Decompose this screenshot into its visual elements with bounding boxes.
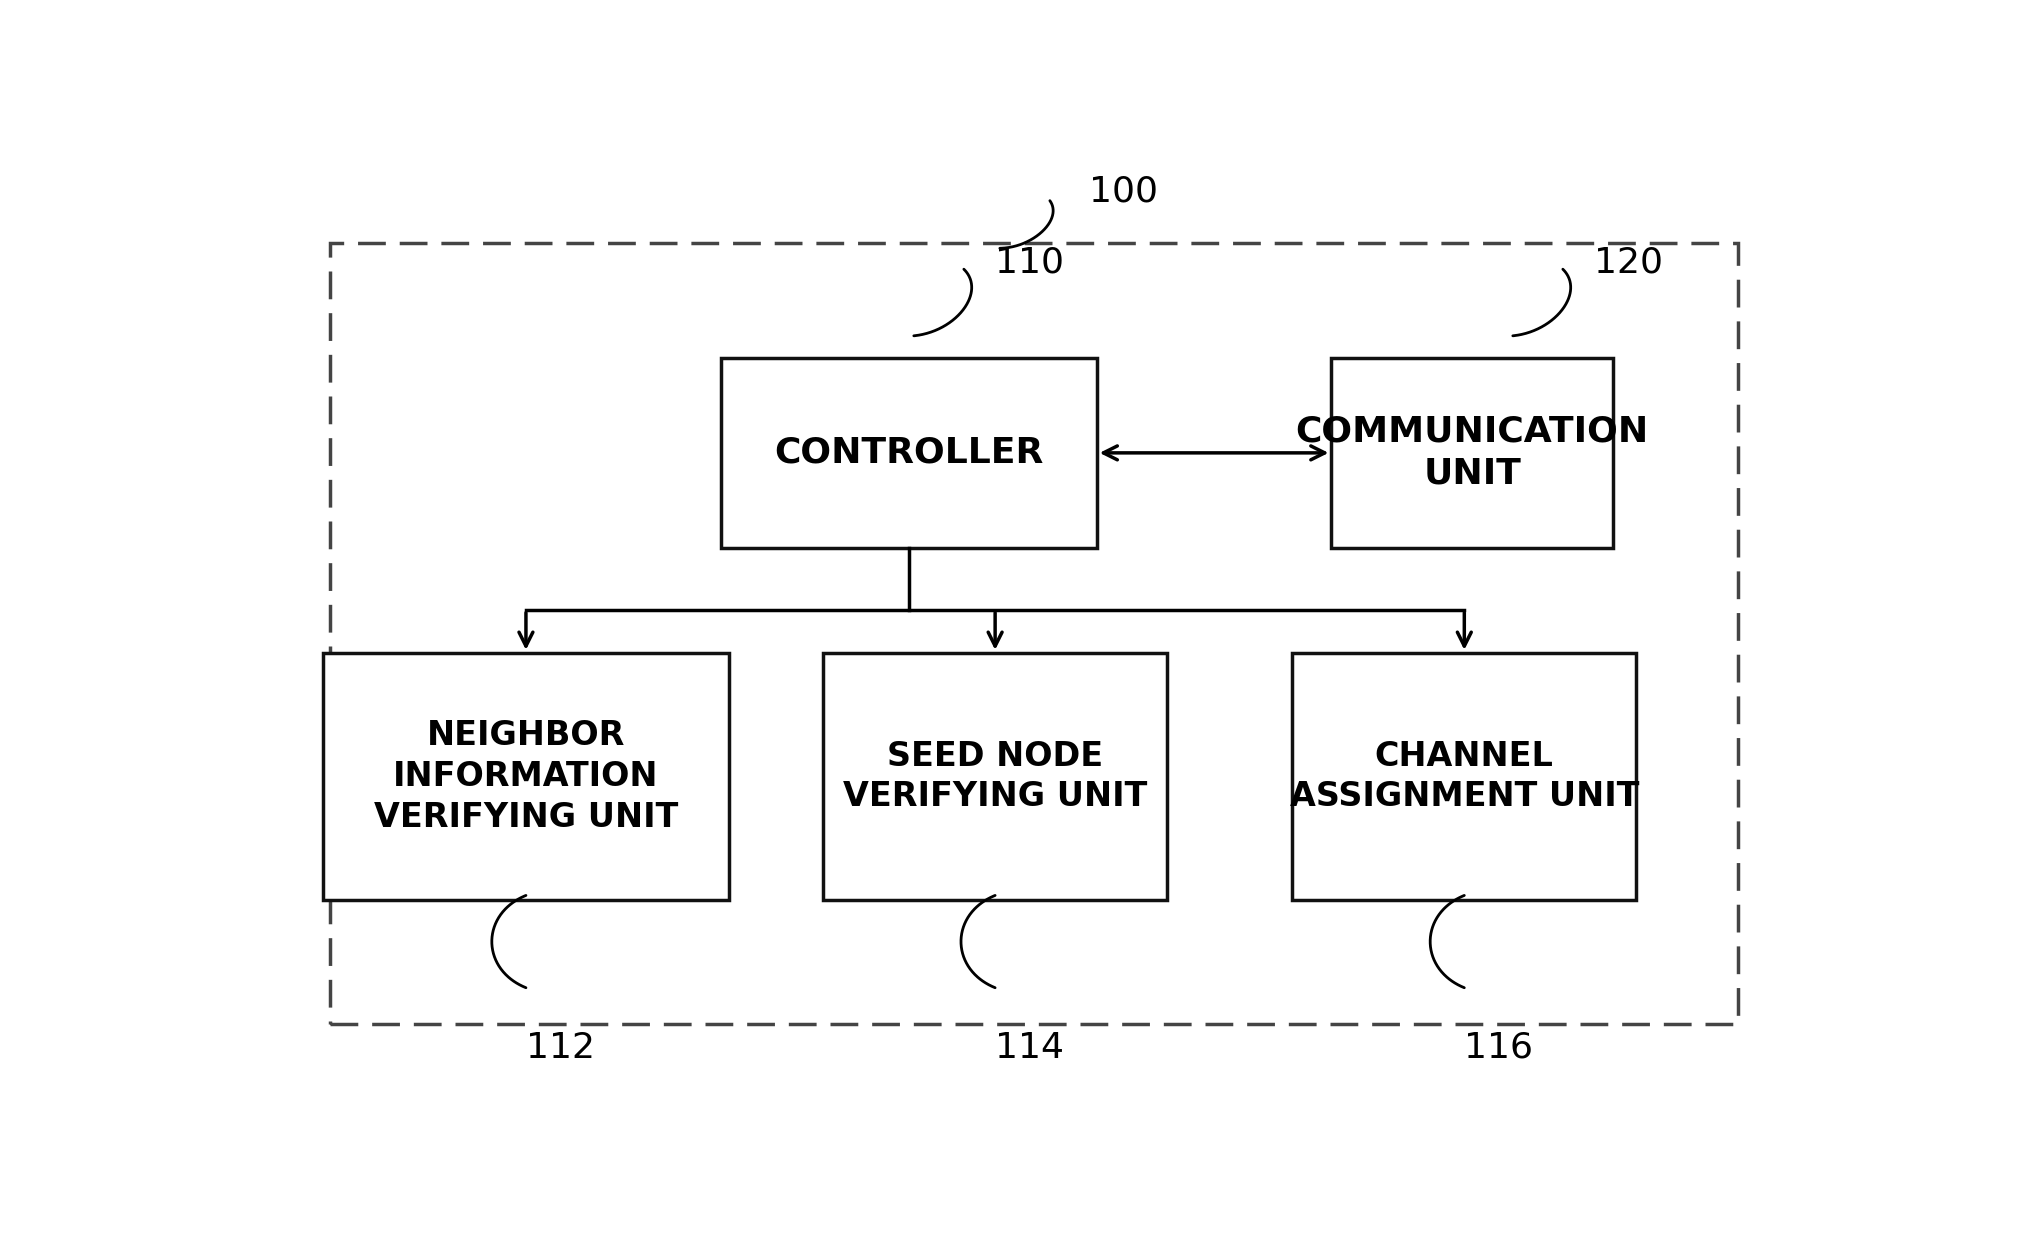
Bar <box>722 357 1098 548</box>
Bar <box>823 653 1166 900</box>
Bar <box>331 243 1737 1023</box>
Text: COMMUNICATION
UNIT: COMMUNICATION UNIT <box>1296 415 1649 491</box>
Text: 100: 100 <box>1090 174 1158 208</box>
Text: 116: 116 <box>1465 1031 1534 1064</box>
Text: 114: 114 <box>995 1031 1063 1064</box>
Text: 112: 112 <box>527 1031 595 1064</box>
Text: CONTROLLER: CONTROLLER <box>775 436 1043 470</box>
Bar <box>1332 357 1612 548</box>
Text: 120: 120 <box>1594 246 1663 279</box>
Text: SEED NODE
VERIFYING UNIT: SEED NODE VERIFYING UNIT <box>844 739 1148 813</box>
Bar <box>1292 653 1637 900</box>
Text: NEIGHBOR
INFORMATION
VERIFYING UNIT: NEIGHBOR INFORMATION VERIFYING UNIT <box>373 719 678 834</box>
Bar <box>323 653 728 900</box>
Text: CHANNEL
ASSIGNMENT UNIT: CHANNEL ASSIGNMENT UNIT <box>1290 739 1639 813</box>
Text: 110: 110 <box>995 246 1063 279</box>
